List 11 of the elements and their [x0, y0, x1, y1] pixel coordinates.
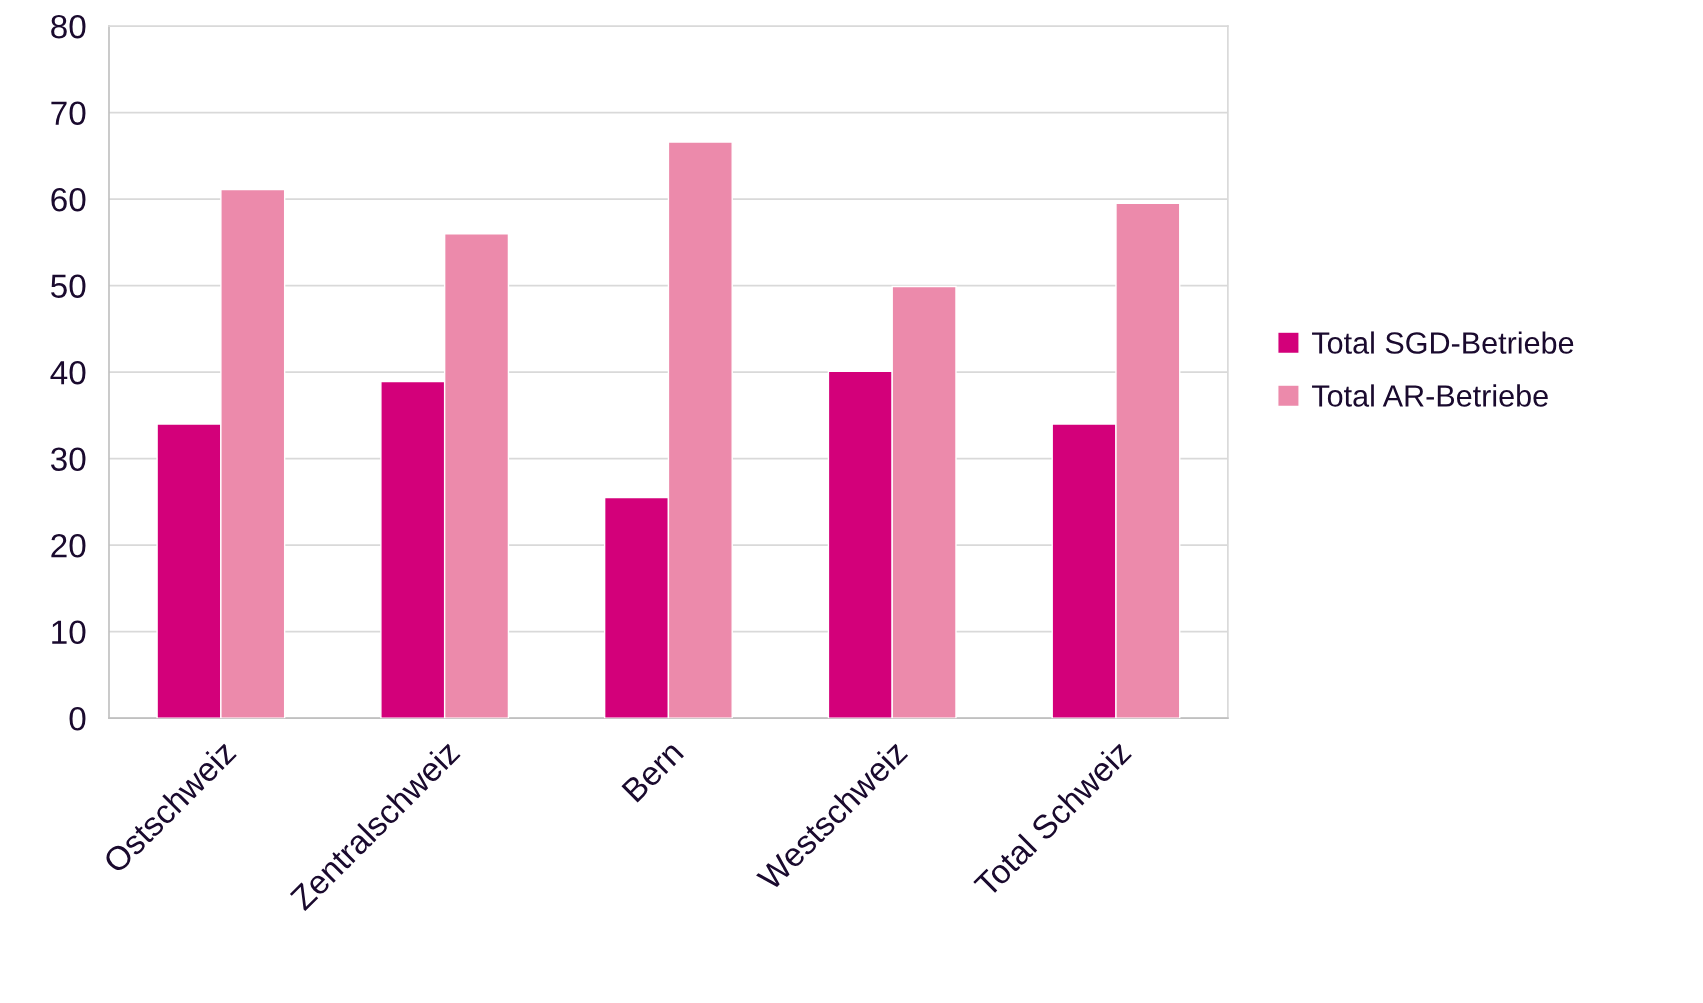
y-tick-label: 10	[52, 620, 86, 645]
legend-label: Total AR-Betriebe	[1312, 384, 1548, 407]
legend-label: Total SGD-Betriebe	[1312, 331, 1574, 354]
y-tick-label: 30	[50, 447, 86, 472]
y-tick-label: 50	[51, 274, 86, 299]
y-tick-label: 70	[51, 101, 86, 125]
y-tick-label: 20	[51, 533, 86, 558]
y-tick-label: 60	[51, 187, 86, 212]
y-tick-label: 0	[69, 706, 86, 731]
y-tick-label: 40	[50, 360, 86, 385]
y-tick-label: 80	[51, 14, 86, 39]
